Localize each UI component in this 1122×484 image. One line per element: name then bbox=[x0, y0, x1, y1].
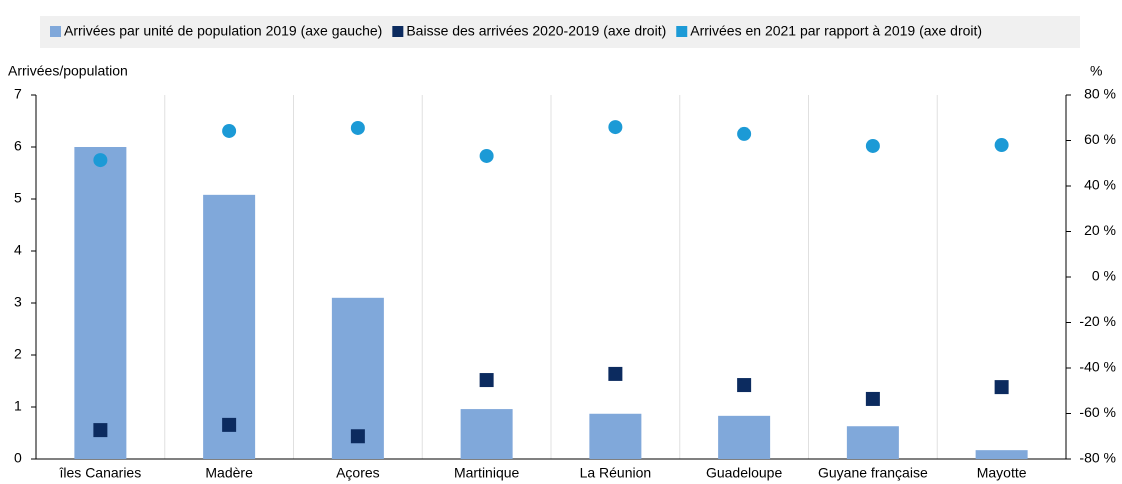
circle-marker bbox=[994, 138, 1009, 153]
legend-swatch bbox=[676, 26, 688, 37]
square-marker bbox=[865, 391, 880, 406]
square-marker bbox=[93, 423, 108, 438]
y2-axis-title: % bbox=[1090, 63, 1102, 79]
y2-tick-label: -20 % bbox=[1079, 313, 1116, 329]
legend-label: Arrivées en 2021 par rapport à 2019 (axe… bbox=[690, 23, 982, 39]
circle-marker bbox=[737, 126, 752, 141]
bar bbox=[460, 409, 513, 459]
bar bbox=[74, 147, 127, 459]
y2-tick-label: 60 % bbox=[1084, 131, 1116, 147]
y2-tick-label: -40 % bbox=[1079, 359, 1116, 375]
y-tick-label: 0 bbox=[14, 450, 22, 466]
x-tick-label: îles Canaries bbox=[59, 465, 142, 481]
square-marker bbox=[737, 378, 752, 393]
y-axis-title: Arrivées/population bbox=[8, 63, 128, 79]
x-tick-label: Guyane française bbox=[818, 465, 928, 481]
legend-swatch bbox=[392, 26, 404, 37]
circle-marker bbox=[479, 148, 494, 163]
y-tick-label: 4 bbox=[14, 242, 22, 258]
y2-tick-label: 80 % bbox=[1084, 86, 1116, 102]
square-marker bbox=[479, 373, 494, 388]
y2-tick-label: 20 % bbox=[1084, 222, 1116, 238]
bar bbox=[589, 413, 642, 459]
square-marker bbox=[350, 429, 365, 444]
bar bbox=[718, 415, 771, 459]
x-tick-label: Guadeloupe bbox=[706, 465, 783, 481]
bar bbox=[846, 426, 899, 459]
y2-tick-label: 0 % bbox=[1092, 268, 1116, 284]
x-tick-label: La Réunion bbox=[580, 465, 652, 481]
circle-marker bbox=[608, 120, 623, 135]
x-tick-label: Madère bbox=[205, 465, 253, 481]
y2-tick-label: -60 % bbox=[1079, 404, 1116, 420]
square-marker bbox=[608, 366, 623, 381]
bar bbox=[975, 450, 1028, 459]
circle-marker bbox=[865, 138, 880, 153]
y2-tick-label: 40 % bbox=[1084, 177, 1116, 193]
y-tick-label: 2 bbox=[14, 346, 22, 362]
x-tick-label: Martinique bbox=[454, 465, 520, 481]
x-tick-label: Açores bbox=[336, 465, 380, 481]
y-tick-label: 5 bbox=[14, 190, 22, 206]
x-tick-label: Mayotte bbox=[977, 465, 1027, 481]
bar bbox=[203, 194, 256, 459]
y-tick-label: 1 bbox=[14, 398, 22, 414]
circle-marker bbox=[350, 120, 365, 135]
circle-marker bbox=[222, 123, 237, 138]
y-tick-label: 7 bbox=[14, 86, 22, 102]
legend-label: Baisse des arrivées 2020-2019 (axe droit… bbox=[406, 23, 666, 39]
square-marker bbox=[222, 417, 237, 432]
square-marker bbox=[994, 380, 1009, 395]
y2-tick-label: -80 % bbox=[1079, 450, 1116, 466]
circle-marker bbox=[93, 153, 108, 168]
y-tick-label: 6 bbox=[14, 138, 22, 154]
legend-label: Arrivées par unité de population 2019 (a… bbox=[64, 23, 382, 39]
legend-box bbox=[40, 16, 1080, 48]
legend-swatch bbox=[50, 26, 61, 37]
y-tick-label: 3 bbox=[14, 294, 22, 310]
